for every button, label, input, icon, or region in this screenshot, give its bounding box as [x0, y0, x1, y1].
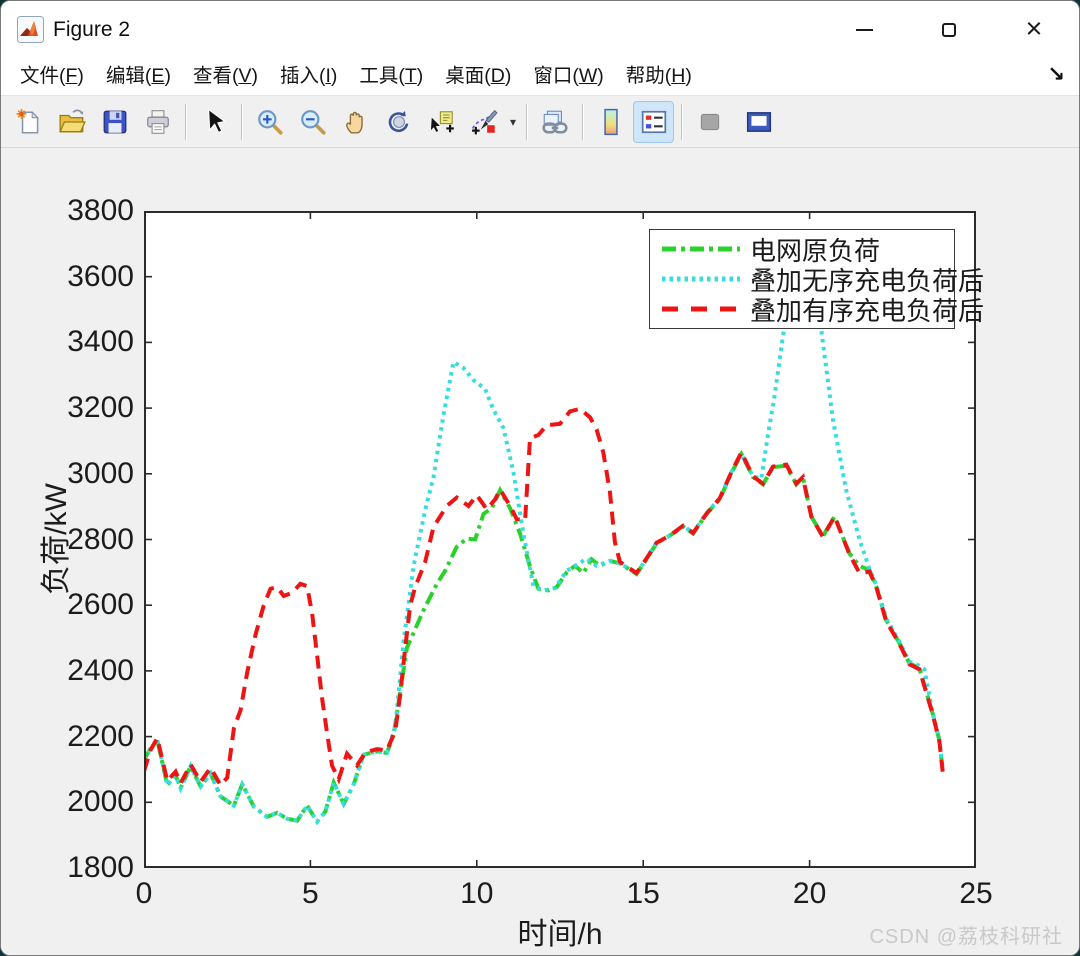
legend-label: 叠加有序充电负荷后	[750, 295, 985, 326]
title-bar: Figure 2 ×	[1, 1, 1079, 58]
cursor-arrow-icon	[207, 108, 226, 133]
link-plot-button[interactable]	[534, 101, 575, 143]
new-figure-icon	[16, 108, 39, 134]
menu-insert[interactable]: 插入(I)	[279, 64, 338, 87]
legend-box[interactable]: 电网原负荷 叠加无序充电负荷后 叠加有序充电负荷后	[649, 229, 984, 329]
open-file-button[interactable]	[51, 101, 92, 143]
new-figure-button[interactable]	[8, 101, 49, 143]
colorbar-icon	[603, 108, 618, 135]
minimize-icon	[855, 28, 873, 31]
toolbar-separator	[582, 103, 583, 140]
minimize-button[interactable]	[829, 1, 899, 58]
save-icon	[103, 110, 126, 133]
dock-figure-button[interactable]: ↘	[1047, 63, 1065, 86]
pan-button[interactable]	[335, 101, 376, 143]
close-button[interactable]: ×	[999, 1, 1069, 58]
series-unordered-charging	[144, 256, 945, 826]
legend-line-dotted-icon	[662, 276, 740, 282]
legend-item-ordered-charging[interactable]: 叠加有序充电负荷后	[650, 294, 984, 326]
data-cursor-icon	[430, 110, 454, 132]
brush-icon	[471, 109, 498, 134]
edit-plot-button[interactable]	[193, 101, 234, 143]
zoom-out-button[interactable]	[292, 101, 333, 143]
maximize-icon	[942, 22, 956, 37]
toolbar-separator	[185, 103, 186, 140]
close-icon: ×	[1025, 13, 1043, 45]
toolbar-separator	[681, 103, 682, 140]
axes-frame	[144, 211, 976, 868]
menu-desktop[interactable]: 桌面(D)	[445, 64, 512, 87]
legend-label: 叠加无序充电负荷后	[750, 265, 985, 296]
link-icon	[541, 110, 568, 134]
toolbar-separator	[526, 103, 527, 140]
legend-icon	[641, 110, 666, 133]
printer-icon	[146, 109, 169, 134]
insert-legend-button[interactable]	[633, 100, 674, 143]
toolbar-separator	[241, 103, 242, 140]
print-figure-button[interactable]	[137, 101, 178, 143]
insert-colorbar-button[interactable]	[590, 101, 631, 143]
show-plot-tools-icon	[746, 111, 771, 132]
open-folder-icon	[58, 109, 86, 132]
figure-toolbar: ▾	[1, 96, 1079, 148]
pan-hand-icon	[345, 111, 363, 133]
zoom-in-button[interactable]	[249, 101, 290, 143]
show-plot-tools-button[interactable]	[738, 101, 779, 143]
rotate-3d-icon	[388, 110, 408, 132]
menu-bar: 文件(F) 编辑(E) 查看(V) 插入(I) 工具(T) 桌面(D) 窗口(W…	[1, 58, 1079, 96]
watermark: CSDN @荔枝科研社	[869, 926, 1063, 948]
legend-label: 电网原负荷	[750, 235, 881, 266]
window-title: Figure 2	[53, 18, 131, 41]
menu-view[interactable]: 查看(V)	[192, 64, 258, 87]
legend-item-original-load[interactable]: 电网原负荷	[650, 234, 954, 266]
legend-line-dash-dot-icon	[662, 246, 740, 252]
brush-options-dropdown[interactable]: ▾	[509, 114, 517, 129]
menu-edit[interactable]: 编辑(E)	[105, 64, 171, 87]
hide-plot-tools-icon	[700, 113, 719, 130]
menu-help[interactable]: 帮助(H)	[625, 64, 692, 87]
series-original-load	[144, 449, 945, 826]
legend-line-dashed-icon	[662, 306, 740, 312]
matlab-icon	[17, 16, 44, 43]
brush-data-button[interactable]	[464, 101, 505, 143]
menu-file[interactable]: 文件(F)	[20, 64, 84, 87]
menu-window[interactable]: 窗口(W)	[533, 64, 604, 87]
maximize-button[interactable]	[914, 1, 984, 58]
legend-item-unordered-charging[interactable]: 叠加无序充电负荷后	[650, 264, 984, 296]
menu-tools[interactable]: 工具(T)	[359, 64, 424, 87]
save-figure-button[interactable]	[94, 101, 135, 143]
zoom-in-icon	[257, 109, 283, 135]
zoom-out-icon	[300, 109, 326, 135]
hide-plot-tools-button[interactable]	[689, 101, 730, 143]
series-ordered-charging	[144, 406, 945, 789]
rotate-3d-button[interactable]	[378, 101, 419, 143]
data-cursor-button[interactable]	[421, 101, 462, 143]
